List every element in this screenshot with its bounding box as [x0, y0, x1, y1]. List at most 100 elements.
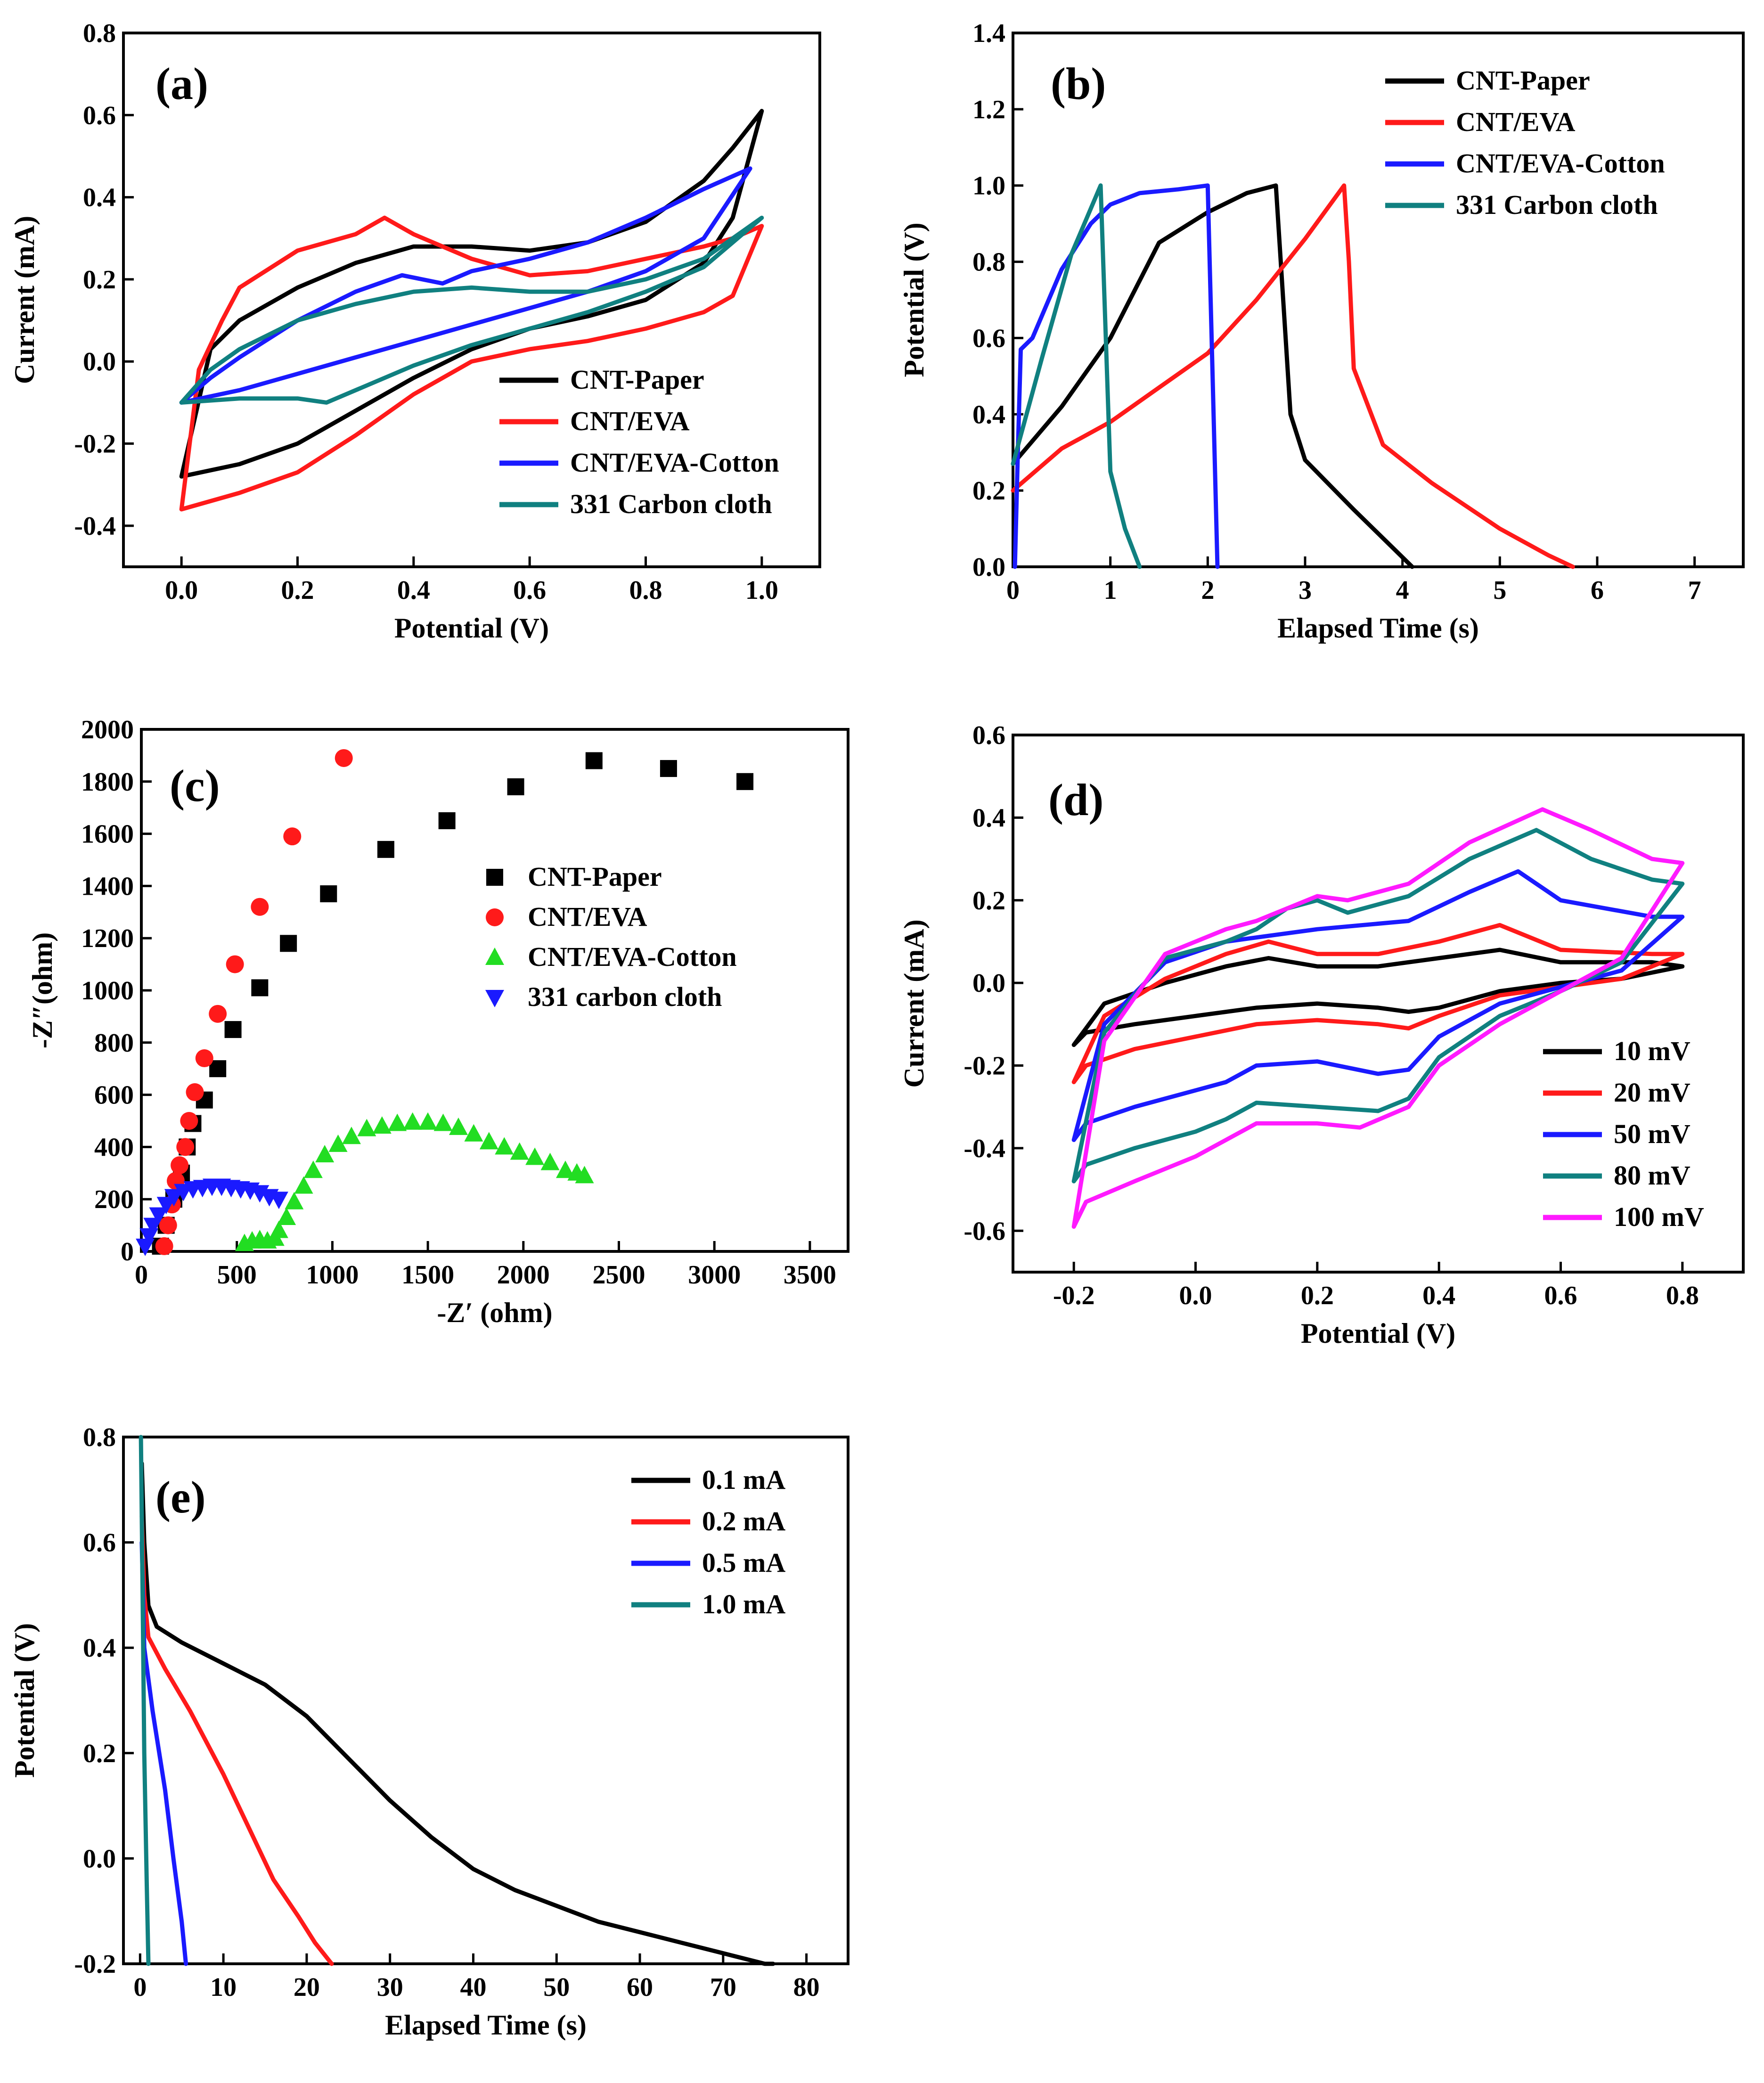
marker-18: [433, 1113, 453, 1131]
x-tick-label: 20: [294, 1973, 320, 2002]
marker-8: [224, 1021, 242, 1038]
y-tick-label: 1000: [81, 976, 134, 1005]
x-tick-label: 80: [793, 1973, 820, 2002]
x-axis-title: Potential (V): [394, 613, 549, 644]
y-tick-label: 0.0: [83, 1844, 116, 1873]
y-axis-title: Current (mA): [9, 216, 40, 384]
y-tick-label: 1.2: [972, 95, 1005, 124]
y-axis-title: -Z″(ohm): [27, 932, 58, 1048]
legend-item: CNT/EVA: [486, 901, 647, 932]
series-cnt-eva: [1011, 183, 1575, 569]
y-tick-label: 1.4: [972, 19, 1005, 48]
series-line: [179, 215, 764, 405]
legend-label: 0.1 mA: [702, 1464, 785, 1495]
marker-11: [251, 898, 269, 916]
panel-label: (e): [155, 1472, 206, 1522]
panel-c: 0 500 1000 1500 2000 2500 3000 3500 0 200 400 600 80…: [27, 715, 849, 1328]
series-cnt-eva: [155, 749, 353, 1255]
legend-label: CNT/EVA: [1456, 106, 1576, 137]
legend-item: 0.1 mA: [631, 1464, 785, 1495]
legend-label: CNT/EVA-Cotton: [528, 941, 737, 972]
legend-label: CNT/EVA: [528, 901, 647, 932]
y-tick-label: 0.0: [83, 347, 116, 376]
marker-20: [464, 1124, 483, 1142]
x-tick-label: 0: [133, 1973, 147, 2002]
marker-7: [186, 1083, 204, 1102]
marker-10: [315, 1145, 335, 1163]
x-tick-label: 4: [1396, 576, 1409, 605]
marker-11: [328, 1134, 348, 1152]
series-line: [139, 1435, 151, 1966]
series-cnt-eva-cotton: [179, 166, 752, 405]
series-line: [1013, 183, 1220, 569]
panel-label: (b): [1051, 58, 1106, 109]
marker-6: [277, 1207, 296, 1225]
marker-0: [136, 1238, 155, 1256]
marker-9: [251, 979, 269, 997]
x-tick-label: 0.2: [281, 576, 314, 605]
marker-22: [495, 1137, 514, 1155]
marker-13: [335, 749, 353, 767]
y-axis-title: Potential (V): [9, 1623, 40, 1778]
series-80-mv: [1071, 828, 1685, 1184]
marker-15: [585, 752, 603, 769]
marker-9: [209, 1005, 227, 1023]
y-tick-label: 600: [94, 1081, 134, 1110]
plot-frame: [1012, 32, 1745, 568]
x-axis-title: Elapsed Time (s): [385, 2009, 587, 2041]
x-tick-label: 70: [710, 1973, 736, 2002]
marker-14: [372, 1116, 392, 1134]
x-tick-label: 0.8: [1666, 1281, 1699, 1310]
marker-13: [357, 1119, 376, 1136]
plot-frame: [122, 32, 821, 568]
x-tick-label: 2000: [497, 1260, 550, 1290]
panel-d: -0.2 0.0 0.2 0.4 0.6 0.8 -0.6 -0.4 -0.2 0.0 0.2 0.4…: [898, 721, 1745, 1349]
x-tick-label: 0: [135, 1260, 148, 1290]
series-line: [1071, 828, 1685, 1184]
y-tick-label: 0.8: [972, 248, 1005, 277]
legend-item: 20 mV: [1543, 1077, 1690, 1108]
marker-10: [280, 935, 297, 952]
x-tick-label: 1.0: [745, 576, 778, 605]
legend-item: 50 mV: [1543, 1119, 1690, 1149]
series-line: [1071, 923, 1685, 1085]
legend-item: CNT/EVA-Cotton: [499, 447, 779, 478]
marker-12: [377, 841, 394, 858]
y-tick-label: 0.2: [83, 265, 116, 294]
x-tick-label: 60: [627, 1973, 653, 2002]
marker-legend: [486, 908, 504, 926]
series-cnt-eva-cotton: [1013, 183, 1220, 569]
legend-label: 0.2 mA: [702, 1506, 785, 1536]
x-tick-label: 0.0: [1179, 1281, 1212, 1310]
series-0-1-ma: [139, 1461, 776, 1966]
panel-a: 0.0 0.2 0.4 0.6 0.8 1.0 -0.4 -0.2 0.0 0.2 0.4 0.6 0.…: [9, 19, 821, 644]
legend-item: CNT/EVA: [1385, 106, 1576, 137]
y-tick-label: 1600: [81, 820, 134, 849]
marker-16: [660, 760, 677, 777]
marker-14: [507, 778, 524, 795]
x-tick-label: 1500: [401, 1260, 454, 1290]
legend-item: CNT/EVA: [499, 406, 690, 436]
y-tick-label: 200: [94, 1185, 134, 1214]
legend-item: 0.5 mA: [631, 1547, 785, 1578]
legend-item: 10 mV: [1543, 1036, 1690, 1066]
series-20-mv: [1071, 923, 1685, 1085]
legend-label: 50 mV: [1614, 1119, 1690, 1149]
marker-3: [149, 1207, 168, 1225]
legend-label: 80 mV: [1614, 1160, 1690, 1191]
legend-label: CNT/EVA-Cotton: [570, 447, 779, 478]
y-tick-label: 0.4: [972, 400, 1005, 429]
y-axis-title: Current (mA): [898, 919, 930, 1087]
series-cnt-eva-cotton: [235, 1112, 594, 1251]
legend-item: 1.0 mA: [631, 1589, 785, 1619]
marker-8: [195, 1049, 213, 1068]
y-tick-label: 800: [94, 1029, 134, 1058]
series-10-mv: [1071, 948, 1685, 1047]
y-tick-label: 0.6: [972, 721, 1005, 750]
legend-label: 10 mV: [1614, 1036, 1690, 1066]
marker-5: [164, 1189, 183, 1207]
series-50-mv: [1071, 869, 1685, 1142]
x-tick-label: -0.2: [1053, 1281, 1095, 1310]
x-tick-label: 6: [1591, 576, 1604, 605]
